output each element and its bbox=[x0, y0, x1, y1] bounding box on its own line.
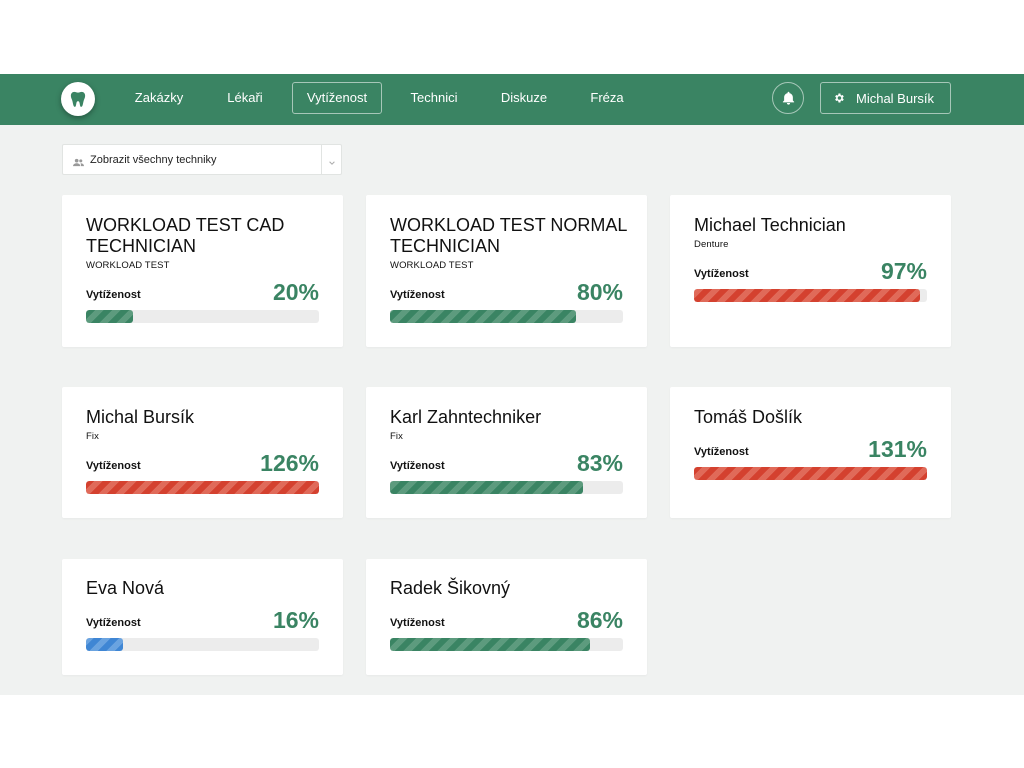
user-name: Michal Bursík bbox=[856, 90, 935, 106]
technician-specialization: WORKLOAD TEST bbox=[390, 260, 474, 271]
workload-percent: 131% bbox=[868, 436, 927, 462]
technician-name: Eva Nová bbox=[86, 578, 165, 598]
nav-zakazky[interactable]: Zakázky bbox=[134, 90, 184, 105]
technician-name: Michael Technician bbox=[694, 215, 846, 235]
workload-label: Vytíženost bbox=[86, 460, 141, 472]
technician-card[interactable]: WORKLOAD TEST NORMAL TECHNICIAN WORKLOAD… bbox=[366, 195, 647, 347]
chevron-down-icon bbox=[328, 154, 336, 172]
technician-name: Radek Šikovný bbox=[390, 578, 511, 598]
workload-bar-fill bbox=[694, 467, 927, 480]
technician-specialization: WORKLOAD TEST bbox=[86, 260, 170, 271]
technician-specialization: Denture bbox=[694, 239, 729, 250]
workload-percent: 16% bbox=[272, 607, 319, 633]
workload-percent: 126% bbox=[260, 450, 319, 476]
workload-bar-fill bbox=[694, 289, 920, 302]
workload-label: Vytíženost bbox=[390, 617, 445, 629]
workload-percent: 97% bbox=[880, 258, 927, 284]
workload-label: Vytíženost bbox=[86, 617, 141, 629]
notifications-button[interactable] bbox=[772, 82, 804, 114]
workload-bar bbox=[86, 638, 319, 651]
tooth-icon[interactable] bbox=[61, 82, 95, 116]
technician-specialization: Fix bbox=[390, 431, 403, 442]
workload-percent: 83% bbox=[576, 450, 623, 476]
nav-lekari[interactable]: Lékaři bbox=[227, 90, 263, 105]
workload-bar-fill bbox=[390, 310, 577, 323]
technician-name: WORKLOAD TEST NORMAL TECHNICIAN bbox=[390, 215, 627, 256]
nav-diskuze[interactable]: Diskuze bbox=[500, 90, 548, 105]
technician-name: Tomáš Došlík bbox=[694, 407, 803, 427]
nav-technici[interactable]: Technici bbox=[410, 90, 458, 105]
technician-name: WORKLOAD TEST CAD TECHNICIAN bbox=[86, 215, 285, 256]
workload-label: Vytíženost bbox=[390, 289, 445, 301]
technician-card[interactable]: Tomáš Došlík Vytíženost 131% bbox=[670, 387, 951, 518]
technician-name: Karl Zahntechniker bbox=[390, 407, 542, 427]
technician-name: Michal Bursík bbox=[86, 407, 195, 427]
user-menu-button[interactable]: Michal Bursík bbox=[820, 82, 951, 114]
nav-vytizenost[interactable]: Vytíženost bbox=[292, 82, 382, 114]
technician-card[interactable]: Eva Nová Vytíženost 16% bbox=[62, 559, 343, 675]
workload-percent: 80% bbox=[576, 279, 623, 305]
top-navbar: Zakázky Lékaři Vytíženost Technici Disku… bbox=[0, 74, 1024, 125]
workload-bar-fill bbox=[86, 310, 133, 323]
technician-filter-select[interactable]: Zobrazit všechny techniky bbox=[62, 144, 342, 175]
technician-card[interactable]: Michael Technician Denture Vytíženost 97… bbox=[670, 195, 951, 347]
workload-label: Vytíženost bbox=[694, 446, 749, 458]
workload-percent: 86% bbox=[576, 607, 623, 633]
nav-freza[interactable]: Fréza bbox=[590, 90, 624, 105]
workload-label: Vytíženost bbox=[390, 460, 445, 472]
workload-bar bbox=[390, 638, 623, 651]
workload-bar bbox=[390, 481, 623, 494]
technician-card[interactable]: Karl Zahntechniker Fix Vytíženost 83% bbox=[366, 387, 647, 518]
select-divider bbox=[321, 145, 322, 174]
workload-bar bbox=[86, 310, 319, 323]
main-content: Zobrazit všechny techniky WORKLOAD TEST … bbox=[0, 125, 1024, 695]
workload-bar bbox=[86, 481, 319, 494]
workload-bar bbox=[390, 310, 623, 323]
gear-icon bbox=[833, 92, 845, 104]
technician-card[interactable]: WORKLOAD TEST CAD TECHNICIAN WORKLOAD TE… bbox=[62, 195, 343, 347]
workload-bar-fill bbox=[390, 481, 584, 494]
workload-bar bbox=[694, 467, 927, 480]
people-icon bbox=[73, 154, 84, 172]
technician-specialization: Fix bbox=[86, 431, 99, 442]
workload-label: Vytíženost bbox=[694, 268, 749, 280]
workload-percent: 20% bbox=[272, 279, 319, 305]
technician-card[interactable]: Radek Šikovný Vytíženost 86% bbox=[366, 559, 647, 675]
workload-bar bbox=[694, 289, 927, 302]
bell-icon bbox=[782, 91, 794, 105]
workload-bar-fill bbox=[86, 481, 319, 494]
filter-label: Zobrazit všechny techniky bbox=[90, 154, 217, 166]
workload-bar-fill bbox=[86, 638, 124, 651]
technician-card[interactable]: Michal Bursík Fix Vytíženost 126% bbox=[62, 387, 343, 518]
workload-bar-fill bbox=[390, 638, 591, 651]
workload-label: Vytíženost bbox=[86, 289, 141, 301]
